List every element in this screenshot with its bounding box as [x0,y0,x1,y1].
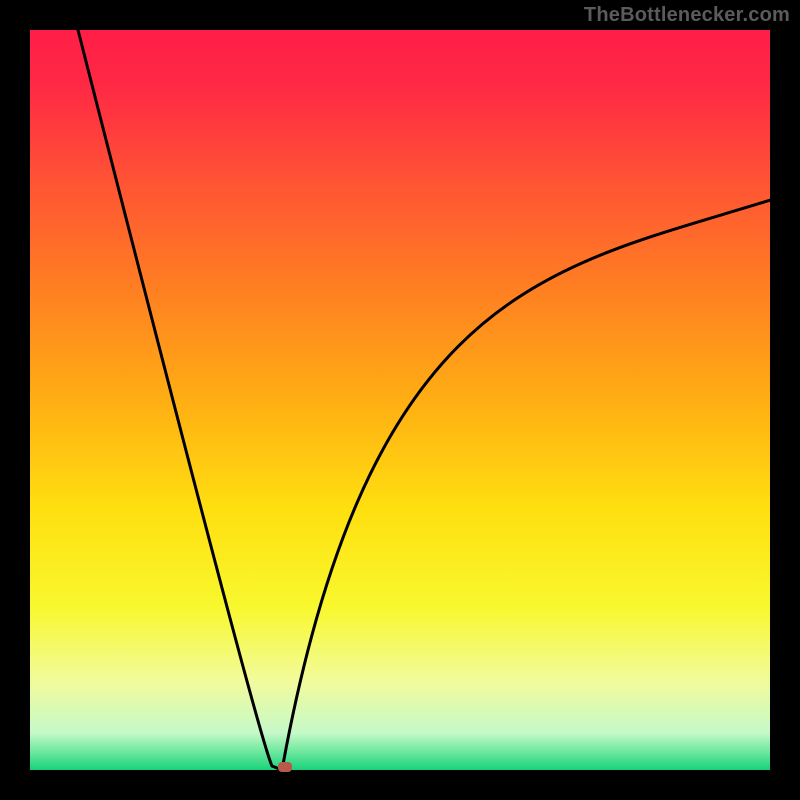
plot-area [30,30,770,770]
bottleneck-curve [78,30,770,770]
curve-minimum-marker [278,762,292,772]
watermark-text: TheBottlenecker.com [584,4,790,27]
curve-svg [30,30,770,770]
chart-frame: TheBottlenecker.com [0,0,800,800]
